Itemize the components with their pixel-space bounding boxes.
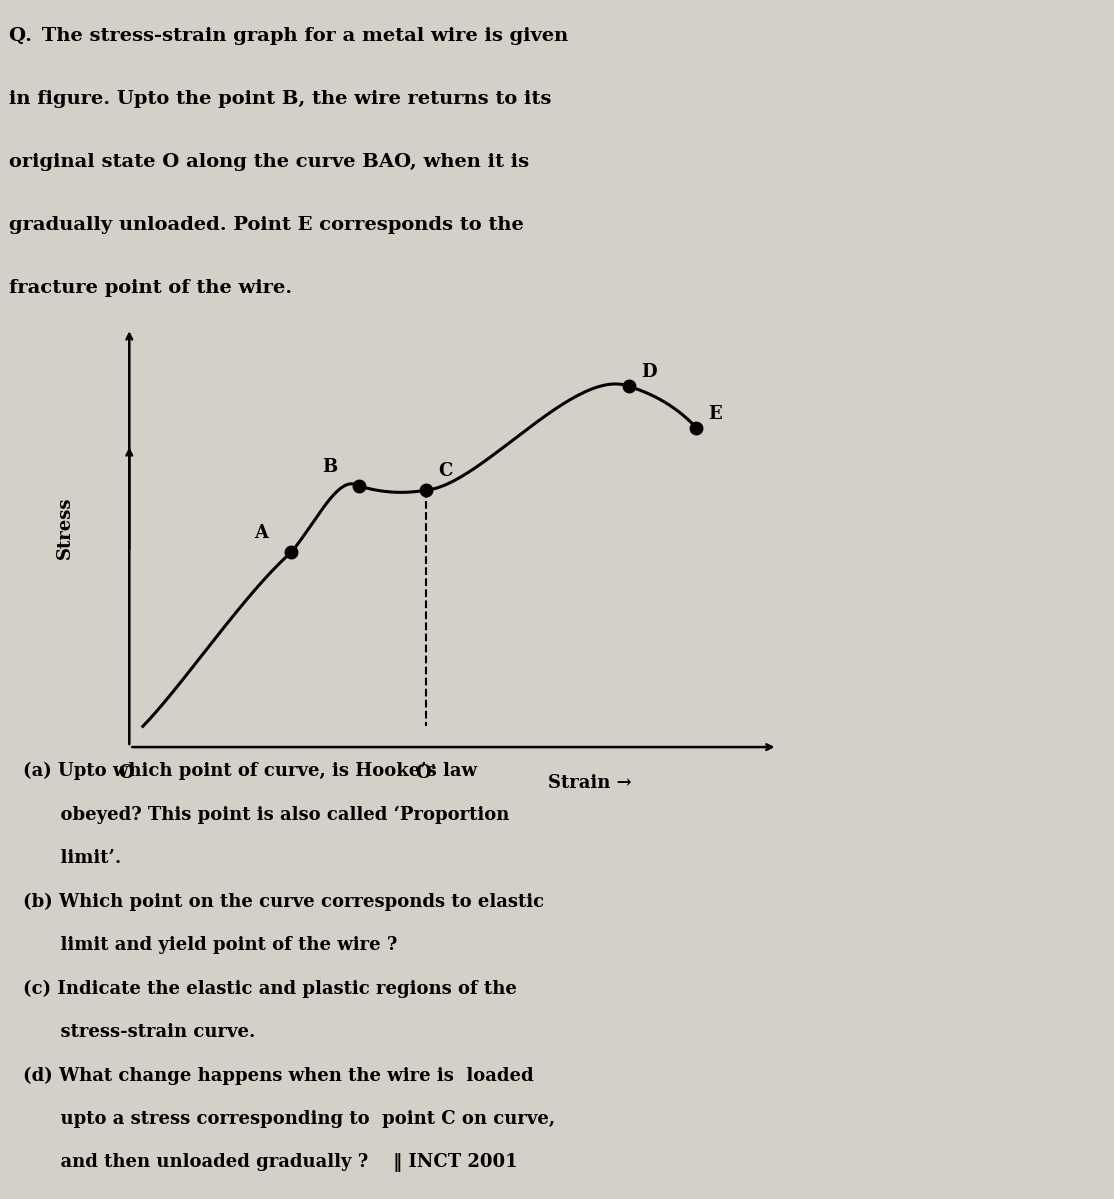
Text: upto a stress corresponding to  point C on curve,: upto a stress corresponding to point C o… (22, 1110, 555, 1128)
Text: limit’.: limit’. (22, 849, 121, 867)
Text: limit and yield point of the wire ?: limit and yield point of the wire ? (22, 936, 397, 954)
Text: Q. The stress-strain graph for a metal wire is given: Q. The stress-strain graph for a metal w… (9, 26, 568, 46)
Text: E: E (709, 405, 722, 423)
Text: (d) What change happens when the wire is  loaded: (d) What change happens when the wire is… (22, 1066, 534, 1085)
Text: D: D (641, 363, 656, 381)
Text: gradually unloaded. Point E corresponds to the: gradually unloaded. Point E corresponds … (9, 216, 524, 234)
Text: stress-strain curve.: stress-strain curve. (22, 1023, 255, 1041)
Text: fracture point of the wire.: fracture point of the wire. (9, 279, 292, 297)
Text: (c) Indicate the elastic and plastic regions of the: (c) Indicate the elastic and plastic reg… (22, 980, 517, 998)
Text: Strain →: Strain → (548, 775, 632, 793)
Text: O': O' (416, 764, 437, 782)
Text: A: A (254, 524, 268, 542)
Text: original state O along the curve BAO, when it is: original state O along the curve BAO, wh… (9, 152, 529, 171)
Text: Stress: Stress (56, 496, 75, 559)
Text: and then unloaded gradually ?    ‖ INCT 2001: and then unloaded gradually ? ‖ INCT 200… (22, 1153, 518, 1173)
Text: B: B (322, 458, 336, 476)
Text: in figure. Upto the point B, the wire returns to its: in figure. Upto the point B, the wire re… (9, 90, 551, 108)
Text: O: O (118, 764, 134, 782)
Text: (b) Which point on the curve corresponds to elastic: (b) Which point on the curve corresponds… (22, 892, 544, 911)
Text: C: C (439, 462, 453, 480)
Text: (a) Upto which point of curve, is Hooke’s law: (a) Upto which point of curve, is Hooke’… (22, 763, 477, 781)
Text: obeyed? This point is also called ‘Proportion: obeyed? This point is also called ‘Propo… (22, 806, 509, 824)
